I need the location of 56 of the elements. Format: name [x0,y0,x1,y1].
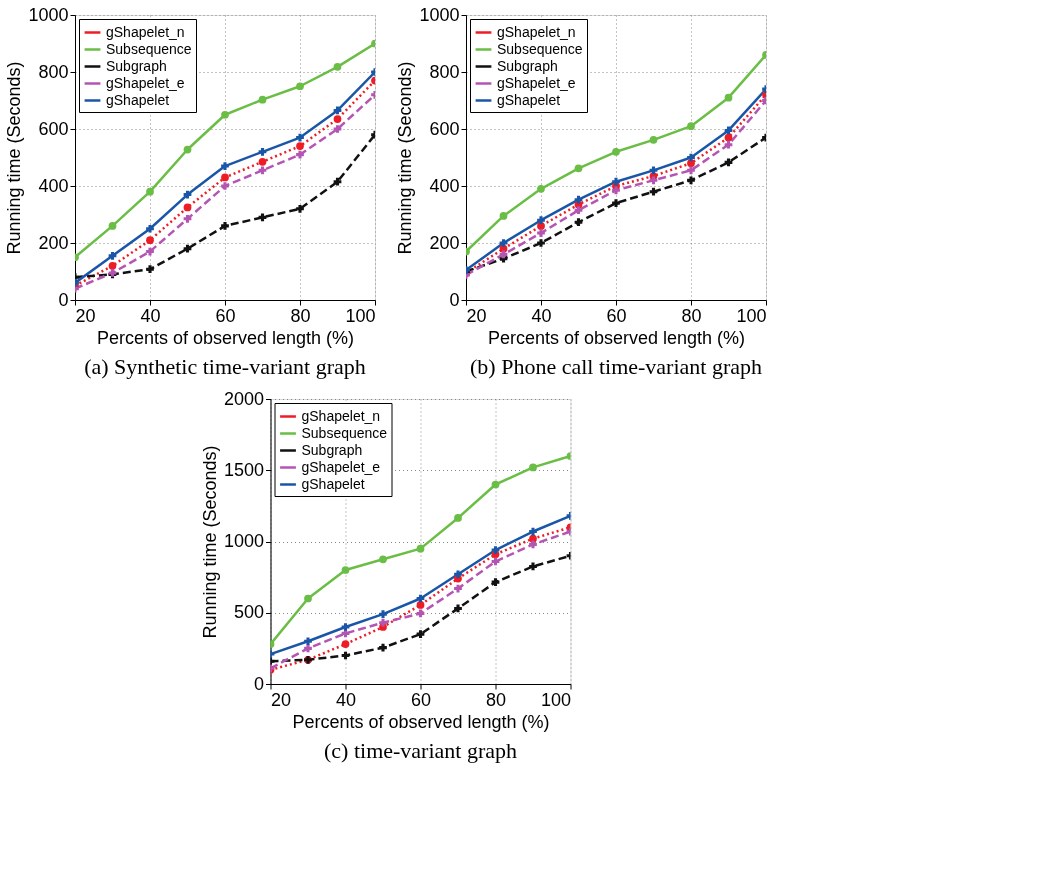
x-tick-label: 60 [215,305,236,326]
legend-label: gShapelet_e [106,74,185,91]
legend-label: Subsequence [106,40,192,57]
y-tick-label: 400 [429,175,460,196]
x-axis-title: Percents of observed length (%) [487,327,746,348]
x-axis-title: Percents of observed length (%) [96,327,355,348]
x-tick-label: 40 [335,689,357,710]
legend-label: Subgraph [301,441,363,458]
legend-label: Subsequence [301,424,388,441]
x-tick-label: 80 [681,305,702,326]
text: (a) Synthetic time-variant graph [84,354,366,379]
legend-label: gShapelet [106,91,170,108]
x-tick-label: 60 [606,305,627,326]
legend-label: Subsequence [497,40,583,57]
y-tick-label: 200 [38,232,69,253]
x-tick-label: 80 [485,689,507,710]
y-tick-label: 1000 [223,531,264,551]
text: (c) time-variant graph [323,738,518,763]
y-tick-label: 1500 [223,459,264,480]
x-tick-label: 100 [736,305,767,326]
legend-label: gShapelet [497,91,561,108]
legend-label: gShapelet_n [106,23,185,40]
legend-label: Subgraph [106,57,167,74]
x-tick-label: 20 [271,689,292,710]
legend-label: gShapelet_n [301,407,381,424]
legend-label: gShapelet [301,475,365,492]
y-tick-label: 600 [429,118,460,139]
y-axis-title: Running time (Seconds) [199,445,220,639]
legend-label: gShapelet_e [497,74,576,91]
legend-label: Subgraph [497,57,558,74]
x-tick-label: 20 [466,305,487,326]
x-tick-label: 100 [540,689,571,710]
y-tick-label: 1000 [28,4,69,25]
text: (b) Phone call time-variant graph [469,354,763,379]
y-axis-title: Running time (Seconds) [395,61,416,255]
x-axis-title: Percents of observed length (%) [292,711,550,732]
y-axis-title: Running time (Seconds) [4,61,25,255]
y-tick-label: 0 [253,673,264,694]
x-tick-label: 60 [410,689,432,710]
y-tick-label: 0 [449,289,460,310]
y-tick-label: 2000 [223,388,264,409]
x-tick-label: 100 [345,305,376,326]
y-tick-label: 1000 [419,4,460,25]
x-tick-label: 40 [140,305,161,326]
legend-label: gShapelet_n [497,23,576,40]
y-tick-label: 0 [58,289,69,310]
y-tick-label: 200 [429,232,460,253]
legend-label: gShapelet_e [301,458,381,475]
y-tick-label: 800 [38,61,69,82]
y-tick-label: 600 [38,118,69,139]
y-tick-label: 400 [38,175,69,196]
x-tick-label: 80 [290,305,311,326]
x-tick-label: 20 [75,305,96,326]
x-tick-label: 40 [531,305,552,326]
y-tick-label: 500 [233,602,264,623]
y-tick-label: 800 [429,61,460,82]
